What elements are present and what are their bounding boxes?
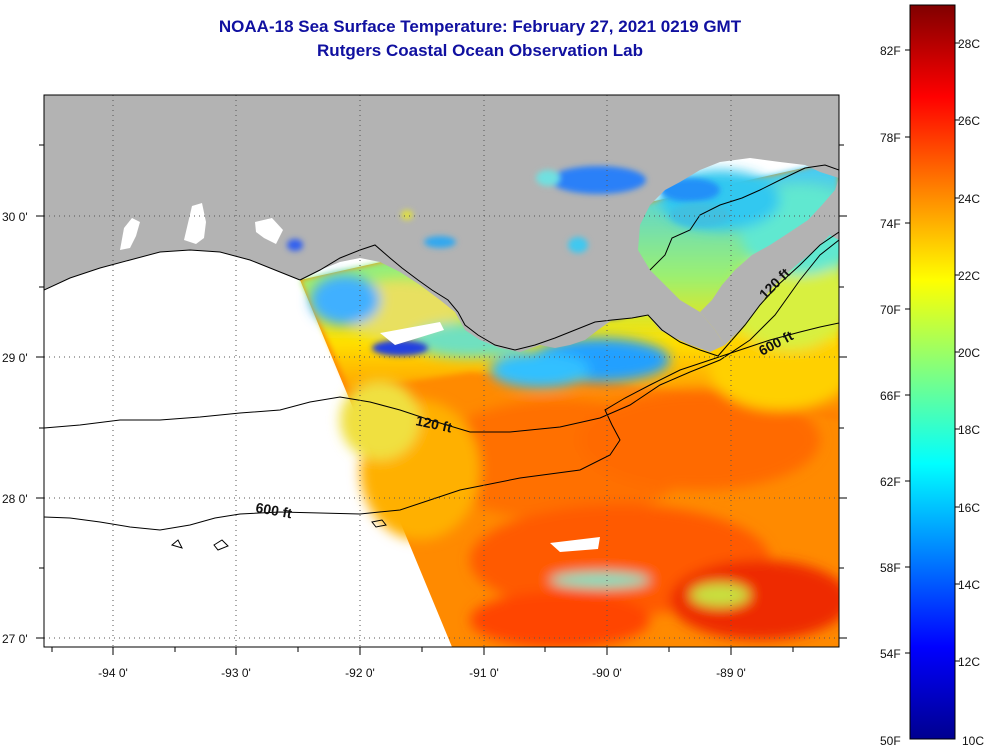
colorbar-f-label: 58F <box>880 561 901 575</box>
grid <box>44 95 839 647</box>
colorbar-f-label: 70F <box>880 303 901 317</box>
latitude-labels: 30 0' 29 0' 28 0' 27 0' <box>2 210 28 646</box>
lon-label: -91 0' <box>469 666 499 680</box>
land-mass <box>44 95 839 352</box>
colorbar-f-label: 74F <box>880 217 901 231</box>
colorbar-c-label: 26C <box>958 114 980 128</box>
lon-label: -89 0' <box>716 666 746 680</box>
colorbar-f-label: 50F <box>880 734 901 748</box>
map-area: 120 ft 600 ft 120 ft 600 ft <box>44 95 839 647</box>
colorbar-f-label: 62F <box>880 475 901 489</box>
contour-label-600ft-west: 600 ft <box>254 499 293 521</box>
colorbar-c-label: 14C <box>958 578 980 592</box>
axis-ticks <box>36 144 847 655</box>
colorbar-f-label: 78F <box>880 131 901 145</box>
colorbar: 82F 78F 74F 70F 66F 62F 58F 54F 50F 28C … <box>880 4 984 748</box>
lat-label: 28 0' <box>2 492 28 506</box>
colorbar-c-label: 18C <box>958 423 980 437</box>
map-subtitle: Rutgers Coastal Ocean Observation Lab <box>317 41 643 60</box>
colorbar-f-label: 54F <box>880 647 901 661</box>
colorbar-c-label: 28C <box>958 37 980 51</box>
colorbar-c-label: 10C <box>962 734 984 748</box>
lon-label: -94 0' <box>98 666 128 680</box>
lat-label: 27 0' <box>2 632 28 646</box>
map-frame <box>43 94 840 648</box>
lon-label: -90 0' <box>592 666 622 680</box>
lon-label: -92 0' <box>345 666 375 680</box>
colorbar-gradient <box>909 4 956 740</box>
contour-120ft <box>44 239 839 433</box>
colorbar-c-label: 24C <box>958 192 980 206</box>
lat-label: 30 0' <box>2 210 28 224</box>
colorbar-c-label: 16C <box>958 501 980 515</box>
inland-water-sst <box>287 166 730 253</box>
colorbar-f-label: 66F <box>880 389 901 403</box>
map-title: NOAA-18 Sea Surface Temperature: Februar… <box>218 17 742 36</box>
lon-label: -93 0' <box>221 666 251 680</box>
longitude-labels: -94 0' -93 0' -92 0' -91 0' -90 0' -89 0… <box>98 666 746 680</box>
colorbar-c-label: 20C <box>958 346 980 360</box>
coastline <box>44 164 839 357</box>
contour-label-120ft-west: 120 ft <box>414 412 453 435</box>
colorbar-f-label: 82F <box>880 44 901 58</box>
colorbar-c-label: 12C <box>958 655 980 669</box>
inland-lakes <box>120 203 283 250</box>
colorbar-c-label: 22C <box>958 269 980 283</box>
lat-label: 29 0' <box>2 351 28 365</box>
